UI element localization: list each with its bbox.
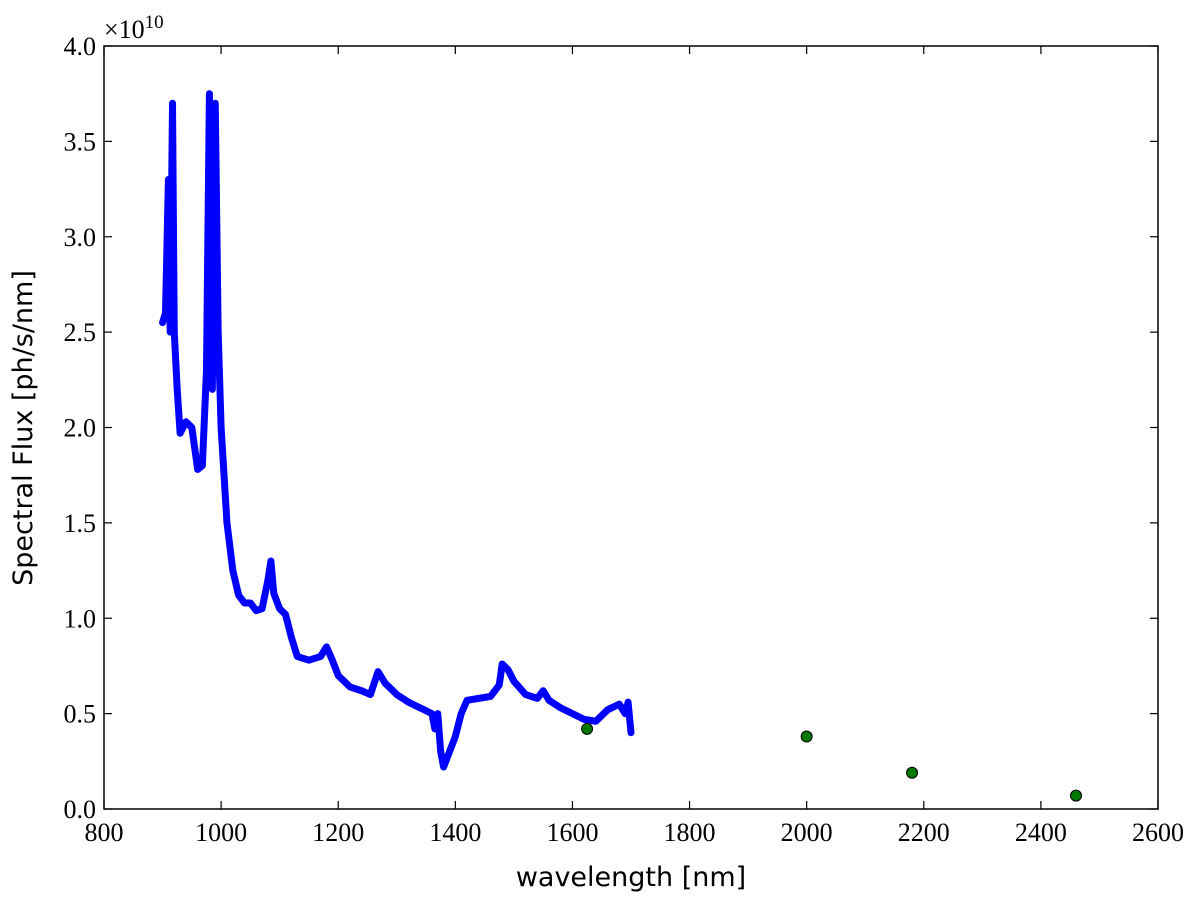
x-tick-label: 1000 [195, 818, 247, 847]
x-tick-label: 2000 [781, 818, 833, 847]
x-axis-label: wavelength [nm] [516, 862, 746, 893]
y-tick-label: 3.5 [64, 127, 97, 156]
y-tick-label: 2.0 [64, 414, 97, 443]
y-axis-label: Spectral Flux [ph/s/nm] [8, 270, 39, 586]
multiplier-base: ×10 [104, 15, 145, 44]
plot-frame [103, 45, 1159, 810]
x-tick-label: 1800 [664, 818, 716, 847]
point [906, 766, 919, 779]
x-tick-label: 2200 [898, 818, 950, 847]
y-tick-label: 1.0 [64, 604, 97, 633]
y-multiplier: ×1010 [104, 12, 164, 44]
x-tick-label: 2400 [1015, 818, 1067, 847]
x-tick-label: 1600 [546, 818, 598, 847]
x-tick-label: 2600 [1132, 818, 1184, 847]
point [581, 722, 594, 735]
point [800, 730, 813, 743]
multiplier-exponent: 10 [145, 12, 164, 33]
x-tick-label: 1200 [312, 818, 364, 847]
flux-curve [159, 90, 635, 771]
y-tick-label: 4.0 [64, 32, 97, 61]
y-tick-label: 0.5 [64, 700, 97, 729]
x-tick-label: 800 [85, 818, 124, 847]
x-tick-label: 1400 [429, 818, 481, 847]
y-tick-label: 2.5 [64, 318, 97, 347]
y-tick-label: 1.5 [64, 509, 97, 538]
y-tick-label: 3.0 [64, 223, 97, 252]
y-tick-label: 0.0 [64, 795, 97, 824]
point [1070, 789, 1083, 802]
